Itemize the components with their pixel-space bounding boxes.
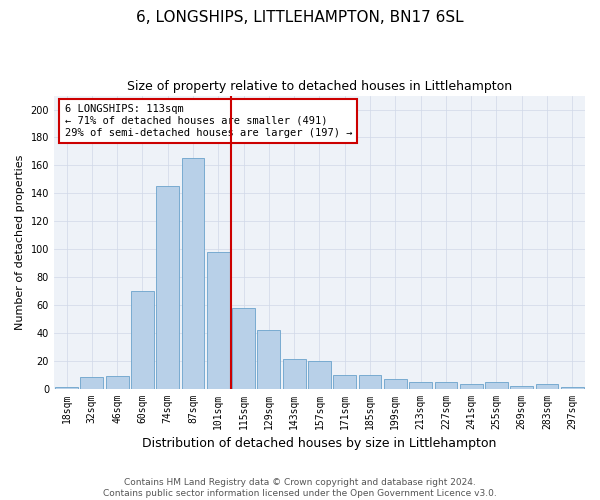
Bar — [536, 384, 559, 388]
Title: Size of property relative to detached houses in Littlehampton: Size of property relative to detached ho… — [127, 80, 512, 93]
X-axis label: Distribution of detached houses by size in Littlehampton: Distribution of detached houses by size … — [142, 437, 497, 450]
Bar — [232, 308, 255, 388]
Bar — [384, 379, 407, 388]
Bar — [283, 360, 305, 388]
Bar — [182, 158, 205, 388]
Text: 6 LONGSHIPS: 113sqm
← 71% of detached houses are smaller (491)
29% of semi-detac: 6 LONGSHIPS: 113sqm ← 71% of detached ho… — [65, 104, 352, 138]
Bar — [359, 374, 382, 388]
Bar — [511, 386, 533, 388]
Bar — [157, 186, 179, 388]
Bar — [80, 378, 103, 388]
Bar — [207, 252, 230, 388]
Bar — [55, 387, 78, 388]
Bar — [409, 382, 432, 388]
Bar — [308, 360, 331, 388]
Y-axis label: Number of detached properties: Number of detached properties — [15, 154, 25, 330]
Bar — [106, 376, 128, 388]
Bar — [561, 387, 584, 388]
Bar — [485, 382, 508, 388]
Bar — [460, 384, 482, 388]
Bar — [131, 291, 154, 388]
Text: 6, LONGSHIPS, LITTLEHAMPTON, BN17 6SL: 6, LONGSHIPS, LITTLEHAMPTON, BN17 6SL — [136, 10, 464, 25]
Bar — [257, 330, 280, 388]
Text: Contains HM Land Registry data © Crown copyright and database right 2024.
Contai: Contains HM Land Registry data © Crown c… — [103, 478, 497, 498]
Bar — [434, 382, 457, 388]
Bar — [334, 374, 356, 388]
